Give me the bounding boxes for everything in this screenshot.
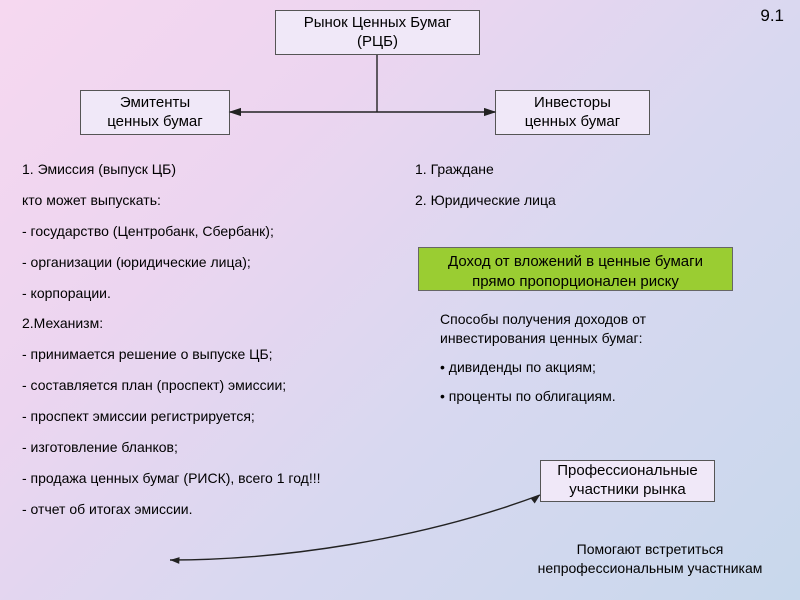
box-root-text: Рынок Ценных Бумаг(РЦБ)	[304, 14, 452, 52]
page-number: 9.1	[760, 6, 784, 26]
box-investors-text: Инвесторыценных бумаг	[525, 94, 621, 132]
box-issuers-text: Эмитентыценных бумаг	[107, 94, 203, 132]
highlight-box: Доход от вложений в ценные бумагипрямо п…	[418, 247, 733, 291]
box-issuers: Эмитентыценных бумаг	[80, 90, 230, 135]
left-column-text: 1. Эмиссия (выпуск ЦБ) кто может выпуска…	[22, 160, 382, 531]
bottom-note: Помогают встретиться непрофессиональным …	[520, 540, 780, 578]
box-professionals-text: Профессиональныеучастники рынка	[557, 462, 697, 500]
right-top-text: 1. Граждане2. Юридические лица	[415, 160, 715, 222]
box-professionals: Профессиональныеучастники рынка	[540, 460, 715, 502]
box-investors: Инвесторыценных бумаг	[495, 90, 650, 135]
highlight-text: Доход от вложений в ценные бумагипрямо п…	[448, 253, 703, 290]
box-root: Рынок Ценных Бумаг(РЦБ)	[275, 10, 480, 55]
right-mid-text: Способы получения доходов от инвестирова…	[440, 310, 740, 416]
